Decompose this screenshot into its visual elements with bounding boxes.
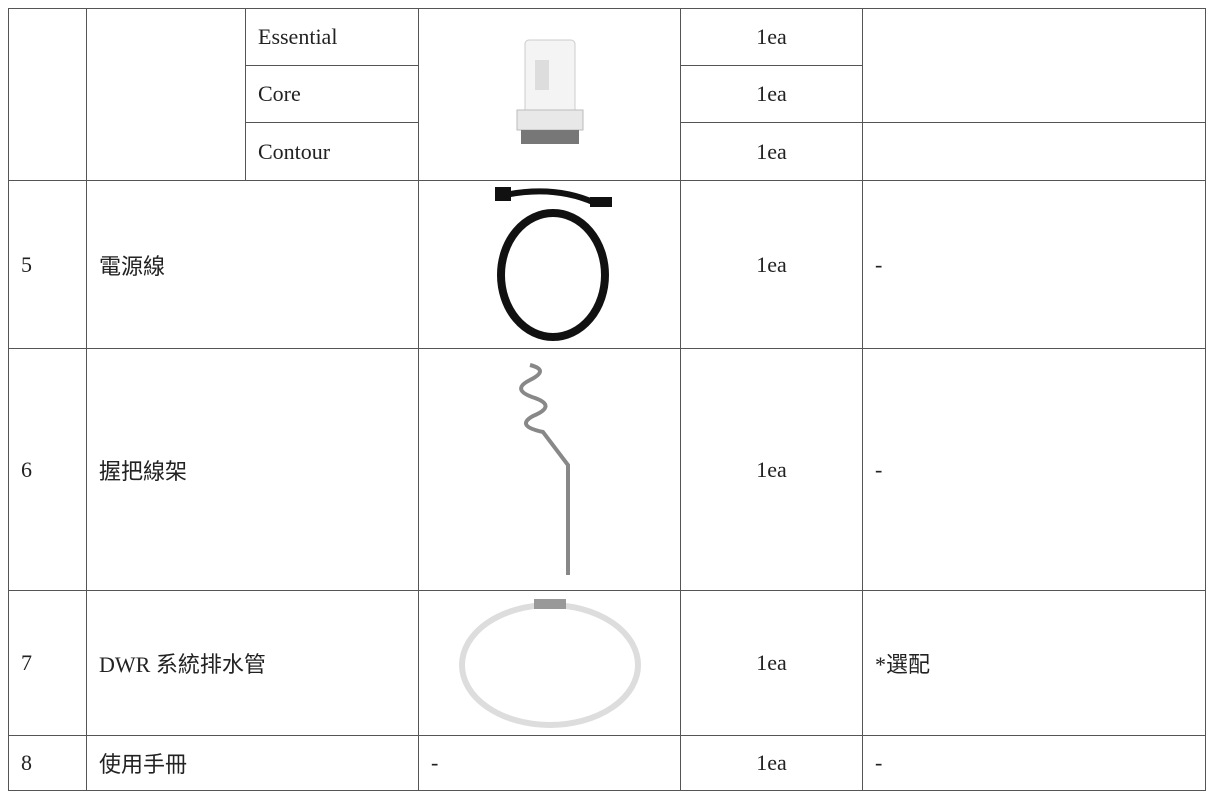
quantity: 1ea bbox=[680, 735, 863, 791]
note: - bbox=[862, 180, 1206, 349]
image-cell bbox=[418, 590, 681, 736]
empty-cell bbox=[862, 122, 1206, 181]
model: Essential bbox=[245, 8, 419, 66]
empty-cell bbox=[862, 8, 1206, 123]
quantity: 1ea bbox=[680, 8, 863, 66]
quantity: 1ea bbox=[680, 348, 863, 591]
image-cell bbox=[418, 180, 681, 349]
image-cell bbox=[418, 8, 681, 181]
empty-cell bbox=[86, 8, 246, 181]
image-cell bbox=[418, 348, 681, 591]
model: Contour bbox=[245, 122, 419, 181]
empty-cell bbox=[8, 8, 87, 181]
tube-image bbox=[458, 599, 641, 728]
note: *選配 bbox=[862, 590, 1206, 736]
image-placeholder: - bbox=[418, 735, 681, 791]
model: Core bbox=[245, 65, 419, 123]
holder-image bbox=[518, 362, 570, 575]
cable-image bbox=[494, 186, 612, 341]
item-name: DWR 系統排水管 bbox=[86, 590, 419, 736]
quantity: 1ea bbox=[680, 180, 863, 349]
item-name: 電源線 bbox=[86, 180, 419, 349]
item-name: 使用手冊 bbox=[86, 735, 419, 791]
quantity: 1ea bbox=[680, 590, 863, 736]
item-table: Essential 1ea Core 1ea Contour 1ea 5 電源線… bbox=[8, 8, 1206, 791]
quantity: 1ea bbox=[680, 122, 863, 181]
note: - bbox=[862, 735, 1206, 791]
item-number: 5 bbox=[8, 180, 87, 349]
item-number: 8 bbox=[8, 735, 87, 791]
quantity: 1ea bbox=[680, 65, 863, 123]
item-number: 7 bbox=[8, 590, 87, 736]
handpiece-image bbox=[516, 39, 583, 144]
item-name: 握把線架 bbox=[86, 348, 419, 591]
item-number: 6 bbox=[8, 348, 87, 591]
note: - bbox=[862, 348, 1206, 591]
